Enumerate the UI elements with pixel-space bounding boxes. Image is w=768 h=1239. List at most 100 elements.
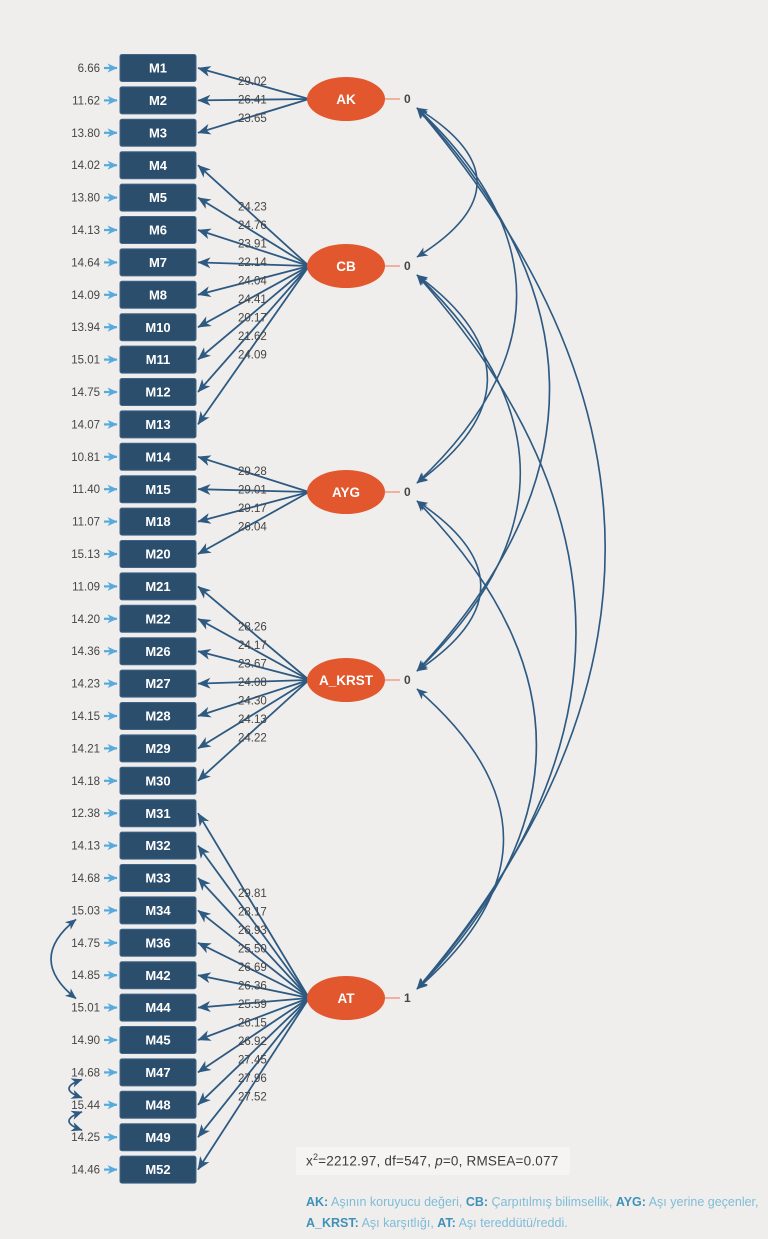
legend-term: AYG: (615, 1195, 646, 1209)
error-value-M10: 13.94 (71, 322, 100, 334)
indicator-box-M34 (119, 896, 197, 925)
loading-value-AT-M42: 26.36 (238, 980, 267, 992)
indicator-label-M28: M28 (145, 709, 170, 724)
chi-square-label: x (306, 1153, 313, 1169)
indicator-box-M49 (119, 1123, 197, 1152)
error-covariance-M34-M44 (50, 918, 77, 1000)
factor-variance-AYG: 0 (404, 485, 411, 499)
indicator-label-M14: M14 (145, 449, 171, 464)
covariance-AK-AYG (416, 107, 518, 484)
error-value-M14: 10.81 (71, 452, 100, 464)
loading-value-AT-M45: 26.15 (238, 1017, 267, 1029)
factor-label-A_KRST: A_KRST (319, 673, 374, 688)
indicator-label-M12: M12 (145, 385, 170, 400)
indicator-label-M20: M20 (145, 547, 170, 562)
indicator-label-M42: M42 (145, 968, 170, 983)
loading-arrow-AYG-M18 (197, 491, 310, 524)
loading-value-A_KRST-M28: 24.30 (238, 695, 267, 707)
indicator-label-M52: M52 (145, 1162, 170, 1177)
loading-value-AYG-M20: 26.04 (238, 521, 267, 533)
loading-arrow-A_KRST-M28 (197, 679, 310, 718)
indicator-label-M3: M3 (149, 125, 167, 140)
indicator-label-M27: M27 (145, 676, 170, 691)
indicator-box-M2 (119, 86, 197, 115)
loading-arrow-AT-M34 (197, 909, 310, 999)
loading-arrow-AK-M1 (197, 66, 310, 100)
error-value-M34: 15.03 (71, 905, 100, 917)
indicator-box-M12 (119, 378, 197, 406)
error-value-M15: 11.40 (72, 484, 100, 496)
indicator-label-M8: M8 (149, 287, 167, 302)
indicator-label-M31: M31 (145, 806, 170, 821)
loading-arrow-AYG-M20 (197, 491, 310, 555)
legend-desc: Aşı tereddütü/reddi. (455, 1215, 568, 1230)
indicator-label-M1: M1 (149, 61, 167, 76)
legend-term: AK: (306, 1195, 329, 1209)
indicator-label-M29: M29 (145, 741, 170, 756)
loading-value-AT-M48: 27.45 (238, 1054, 267, 1066)
indicator-label-M13: M13 (145, 417, 170, 432)
loading-value-AT-M44: 25.59 (238, 999, 267, 1011)
indicator-box-M8 (119, 280, 197, 309)
indicator-label-M15: M15 (145, 482, 170, 497)
indicator-box-M32 (119, 831, 197, 860)
error-value-M36: 14.75 (71, 938, 100, 950)
legend-term: CB: (465, 1195, 489, 1209)
factor-label-AT: AT (338, 991, 356, 1006)
indicator-box-M47 (119, 1058, 197, 1087)
loading-arrow-AT-M45 (197, 997, 310, 1041)
indicator-label-M10: M10 (145, 320, 170, 335)
error-value-M3: 13.80 (71, 128, 100, 140)
legend-desc: Aşı karşıtlığı, (358, 1215, 438, 1230)
loading-value-A_KRST-M27: 24.08 (238, 677, 267, 689)
indicator-box-M29 (119, 734, 197, 763)
loading-arrow-A_KRST-M26 (197, 649, 310, 681)
indicator-label-M30: M30 (145, 773, 170, 788)
indicator-box-M28 (119, 702, 197, 730)
factor-ellipse-AYG (307, 470, 385, 514)
error-value-M28: 14.15 (71, 711, 100, 723)
loading-value-CB-M11: 20.17 (238, 312, 267, 324)
loading-arrow-AK-M3 (197, 98, 310, 135)
loading-arrow-A_KRST-M27 (197, 677, 310, 689)
error-value-M2: 11.62 (72, 95, 100, 107)
loading-value-AYG-M18: 29.17 (238, 503, 267, 515)
indicator-label-M2: M2 (149, 93, 167, 108)
indicator-label-M44: M44 (145, 1000, 171, 1015)
indicator-label-M34: M34 (145, 903, 171, 918)
legend-desc: Aşı yerine geçenler, (645, 1195, 759, 1209)
indicator-box-M3 (119, 118, 197, 147)
indicator-box-M30 (119, 766, 197, 795)
factor-variance-AT: 1 (404, 991, 411, 1005)
loading-value-A_KRST-M22: 24.17 (238, 640, 267, 652)
loading-value-CB-M13: 24.09 (238, 349, 267, 361)
error-value-M11: 15.01 (71, 355, 100, 367)
indicator-box-M27 (119, 669, 197, 698)
factor-label-AK: AK (336, 92, 356, 107)
loading-value-AK-M1: 29.02 (238, 76, 267, 88)
indicator-box-M22 (119, 604, 197, 633)
legend-desc: Çarpıtılmış bilimsellik, (488, 1195, 616, 1209)
loading-arrow-CB-M12 (197, 265, 310, 393)
indicator-box-M26 (119, 637, 197, 666)
indicator-label-M6: M6 (149, 223, 167, 238)
indicator-box-M42 (119, 961, 197, 990)
error-value-M32: 14.13 (71, 841, 100, 853)
fit-statistics: x2=2212.97, df=547, p=0, RMSEA=0.077 (296, 1147, 571, 1175)
error-value-M26: 14.36 (71, 646, 100, 658)
loading-value-CB-M12: 21.62 (238, 331, 267, 343)
loading-value-A_KRST-M30: 24.22 (238, 732, 267, 744)
indicator-label-M36: M36 (145, 935, 170, 950)
error-covariance-M47-M48 (68, 1078, 83, 1099)
error-value-M5: 13.80 (71, 193, 100, 205)
indicator-box-M44 (119, 993, 197, 1022)
indicator-label-M45: M45 (145, 1033, 170, 1048)
loading-value-CB-M7: 22.14 (238, 257, 267, 269)
factor-ellipse-AK (307, 77, 385, 121)
legend-term: A_KRST: (306, 1215, 359, 1230)
error-value-M30: 14.18 (71, 776, 100, 788)
loading-value-A_KRST-M26: 23.67 (238, 658, 267, 670)
covariance-AK-CB (416, 107, 478, 258)
